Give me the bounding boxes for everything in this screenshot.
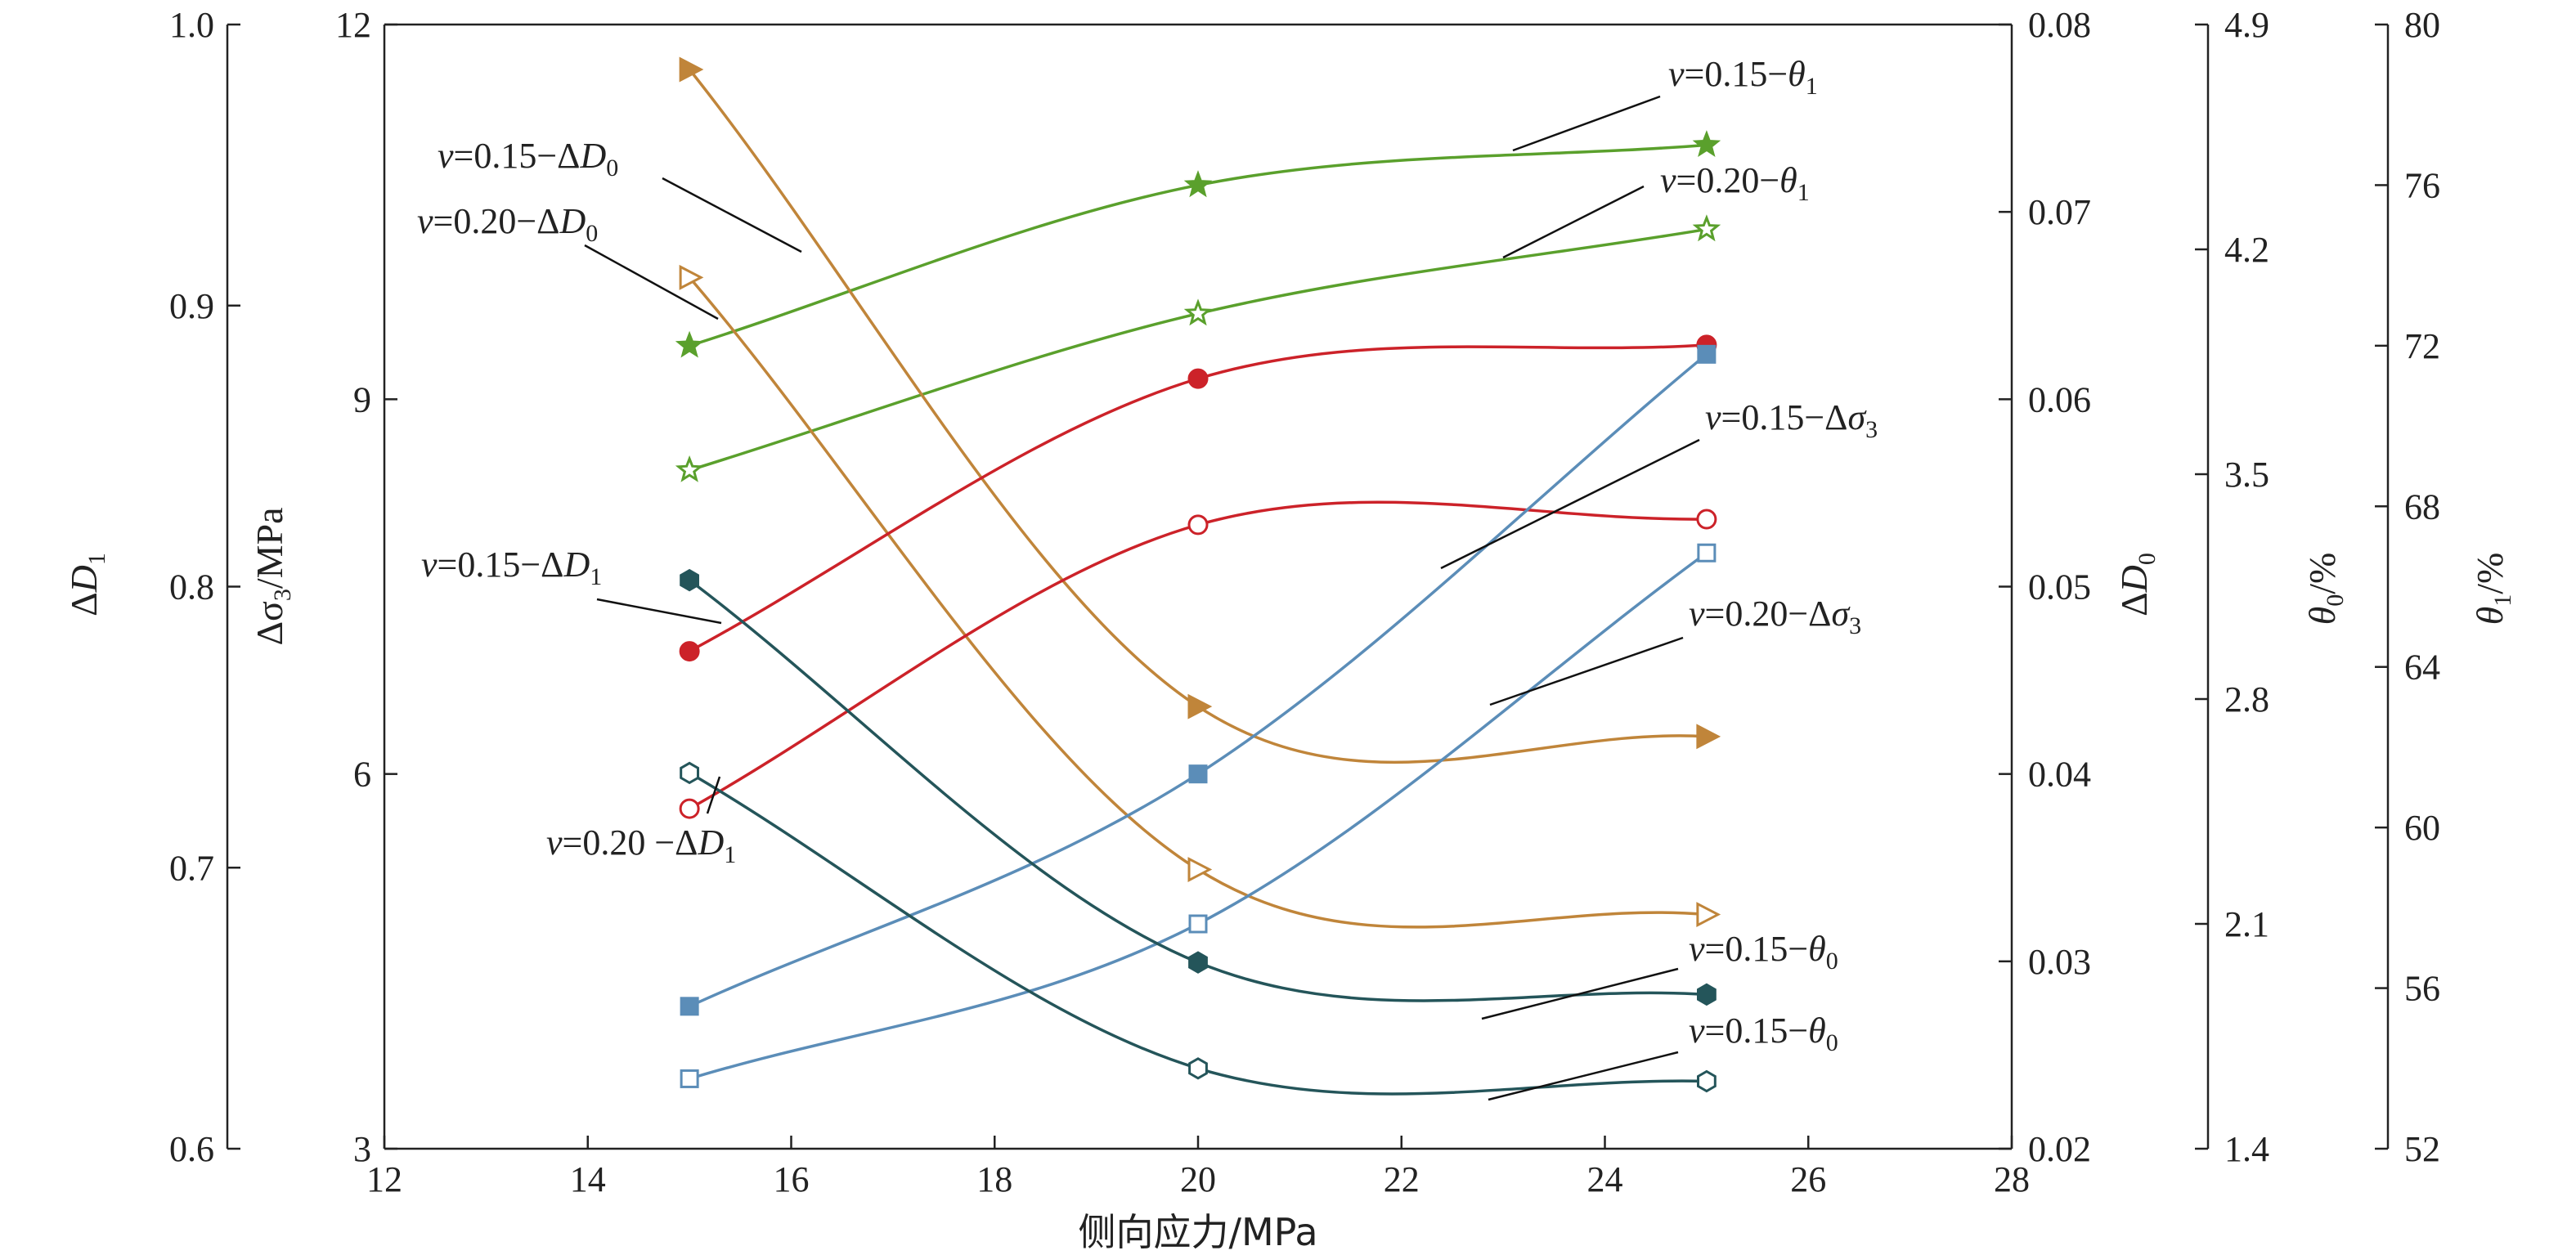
series-annotation-label: v=0.20−ΔD0 bbox=[417, 201, 598, 247]
series-annotation-label: v=0.15−θ0 bbox=[1689, 929, 1838, 975]
y-tick-label-s3: 3 bbox=[353, 1129, 371, 1169]
data-point-0-2 bbox=[1692, 130, 1721, 157]
data-point-3-0 bbox=[679, 264, 704, 290]
data-point-9-1 bbox=[1188, 1057, 1208, 1080]
series-annotation-label: v=0.15−ΔD0 bbox=[438, 136, 618, 182]
y-tick-label-D0: 0.02 bbox=[2028, 1129, 2091, 1169]
data-point-2-2 bbox=[1696, 724, 1721, 750]
data-point-6-0 bbox=[680, 997, 699, 1016]
data-point-5-1 bbox=[1187, 514, 1209, 536]
y-tick-label-t1: 80 bbox=[2404, 5, 2440, 45]
y-tick-label-D1: 0.7 bbox=[169, 848, 214, 888]
y-tick-label-t1: 56 bbox=[2404, 969, 2440, 1009]
annotation-leader-line bbox=[1502, 185, 1645, 259]
y-axis-title-D1: ΔD1 bbox=[63, 553, 110, 616]
y-tick-label-D1: 0.8 bbox=[169, 567, 214, 607]
y-tick-label-t1: 68 bbox=[2404, 486, 2440, 527]
y-tick-label-t0: 3.5 bbox=[2224, 455, 2269, 495]
y-tick-label-t0: 4.9 bbox=[2224, 5, 2269, 45]
annotation-leader-line bbox=[662, 177, 802, 253]
x-tick-label: 22 bbox=[1384, 1159, 1420, 1199]
data-point-8-2 bbox=[1697, 983, 1717, 1006]
y-tick-label-t1: 64 bbox=[2404, 648, 2440, 688]
data-point-8-1 bbox=[1188, 951, 1208, 974]
data-point-7-1 bbox=[1188, 914, 1208, 934]
data-point-6-1 bbox=[1188, 764, 1208, 784]
x-tick-label: 24 bbox=[1587, 1159, 1623, 1199]
x-tick-label: 18 bbox=[976, 1159, 1012, 1199]
x-tick-label: 26 bbox=[1790, 1159, 1826, 1199]
y-axis-title-t1: θ1/% bbox=[2469, 553, 2516, 625]
series-annotation-label: v=0.15−Δσ3 bbox=[1705, 397, 1878, 443]
y-tick-label-t0: 1.4 bbox=[2224, 1129, 2269, 1169]
data-point-1-0 bbox=[675, 455, 704, 482]
data-point-1-1 bbox=[1183, 298, 1213, 326]
y-tick-label-D0: 0.03 bbox=[2028, 942, 2091, 982]
y-tick-label-t1: 76 bbox=[2404, 165, 2440, 205]
annotation-leader-line bbox=[706, 776, 721, 814]
y-tick-label-t1: 72 bbox=[2404, 326, 2440, 366]
data-point-5-0 bbox=[679, 798, 700, 819]
y-axis-title-s3: Δσ3/MPa bbox=[249, 507, 296, 645]
series-annotation-label: v=0.15−ΔD1 bbox=[421, 545, 602, 590]
y-tick-label-D1: 1.0 bbox=[169, 5, 214, 45]
y-tick-label-D0: 0.06 bbox=[2028, 379, 2091, 419]
y-axis-title-D0: ΔD0 bbox=[2113, 553, 2161, 616]
y-tick-label-t1: 52 bbox=[2404, 1129, 2440, 1169]
data-point-7-0 bbox=[680, 1069, 699, 1088]
x-tick-label: 16 bbox=[774, 1159, 810, 1199]
y-axis-title-t0: θ0/% bbox=[2301, 553, 2349, 625]
y-tick-label-t0: 2.8 bbox=[2224, 679, 2269, 719]
x-tick-label: 28 bbox=[1994, 1159, 2030, 1199]
y-tick-label-t0: 4.2 bbox=[2224, 230, 2269, 270]
data-point-6-2 bbox=[1697, 344, 1717, 364]
y-tick-label-s3: 6 bbox=[353, 755, 371, 795]
x-tick-label: 12 bbox=[366, 1159, 402, 1199]
data-point-9-0 bbox=[680, 761, 699, 785]
y-tick-label-s3: 12 bbox=[335, 5, 371, 45]
series-annotation-label: v=0.15−θ0 bbox=[1689, 1011, 1838, 1056]
series-annotation-label: v=0.20−Δσ3 bbox=[1689, 594, 1861, 639]
y-tick-label-t0: 2.1 bbox=[2224, 904, 2269, 944]
series-annotation-label: v=0.20−θ1 bbox=[1660, 160, 1810, 206]
series-annotation-label: v=0.20 −ΔD1 bbox=[546, 822, 736, 868]
annotation-leader-line bbox=[1440, 438, 1700, 570]
y-tick-label-D1: 0.9 bbox=[169, 286, 214, 326]
series-annotation-label: v=0.15−θ1 bbox=[1668, 54, 1818, 100]
data-point-3-2 bbox=[1696, 902, 1721, 928]
annotation-leader-line bbox=[1489, 636, 1684, 706]
data-point-2-1 bbox=[1187, 693, 1213, 719]
series-line-3 bbox=[688, 276, 1708, 929]
annotation-leader-line bbox=[584, 244, 719, 320]
data-point-1-2 bbox=[1692, 214, 1721, 242]
annotation-leader-line bbox=[1512, 95, 1661, 152]
y-tick-label-D0: 0.04 bbox=[2028, 755, 2091, 795]
x-tick-label: 14 bbox=[570, 1159, 606, 1199]
y-tick-label-s3: 9 bbox=[353, 379, 371, 419]
data-point-4-1 bbox=[1187, 368, 1209, 389]
data-point-2-0 bbox=[679, 56, 704, 83]
data-point-7-2 bbox=[1697, 543, 1717, 563]
data-point-0-0 bbox=[675, 330, 704, 358]
y-tick-label-D0: 0.08 bbox=[2028, 5, 2091, 45]
y-tick-label-t1: 60 bbox=[2404, 808, 2440, 848]
data-point-4-0 bbox=[679, 641, 700, 662]
x-axis-title: 侧向应力/MPa bbox=[1078, 1210, 1317, 1254]
data-point-8-0 bbox=[680, 568, 699, 592]
data-point-5-2 bbox=[1696, 509, 1717, 530]
data-point-0-1 bbox=[1183, 170, 1213, 198]
annotation-leader-line bbox=[596, 598, 722, 625]
y-tick-label-D0: 0.07 bbox=[2028, 192, 2091, 232]
data-point-9-2 bbox=[1697, 1069, 1717, 1093]
x-tick-label: 20 bbox=[1180, 1159, 1216, 1199]
y-tick-label-D0: 0.05 bbox=[2028, 567, 2091, 607]
y-tick-label-D1: 0.6 bbox=[169, 1129, 214, 1169]
series-line-2 bbox=[688, 68, 1707, 764]
data-point-3-1 bbox=[1187, 857, 1213, 883]
annotation-leader-line bbox=[1488, 1051, 1679, 1101]
annotation-leader-line bbox=[1481, 967, 1679, 1020]
